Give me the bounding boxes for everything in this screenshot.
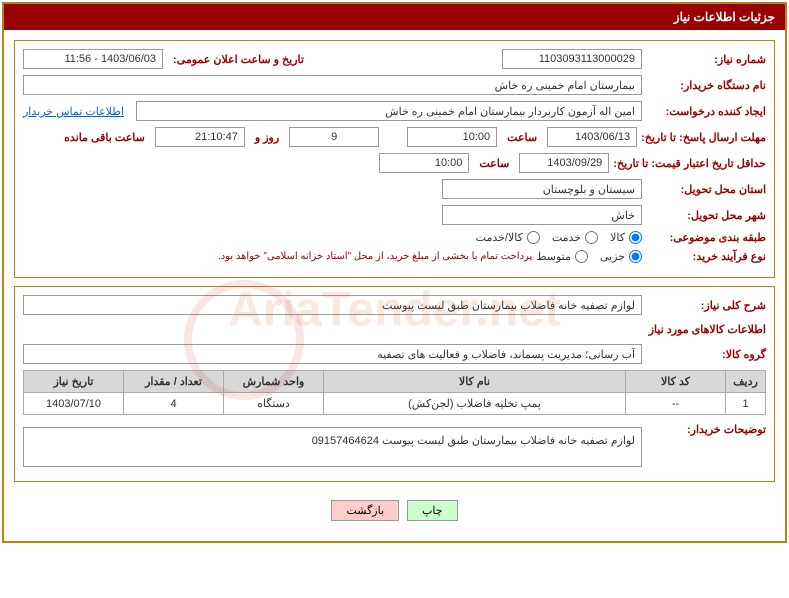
page-header: جزئیات اطلاعات نیاز [4,4,785,30]
deadline-label: مهلت ارسال پاسخ: تا تاریخ: [641,131,766,144]
th-unit: واحد شمارش [224,371,324,393]
radio-goods-input[interactable] [629,231,642,244]
th-row: ردیف [726,371,766,393]
cell-name: پمپ تخلیه فاضلاب (لجن‌کش) [324,393,626,415]
radio-service[interactable]: خدمت [552,231,598,244]
time-label-1: ساعت [507,131,537,144]
th-qty: تعداد / مقدار [124,371,224,393]
validity-time-field: 10:00 [379,153,469,173]
days-label: روز و [255,131,279,144]
th-date: تاریخ نیاز [24,371,124,393]
th-name: نام کالا [324,371,626,393]
page-title: جزئیات اطلاعات نیاز [674,10,775,24]
buyer-label: نام دستگاه خریدار: [646,79,766,92]
requester-field: امین اله آزمون کاربردار بیمارستان امام خ… [136,101,642,121]
time-label-2: ساعت [479,157,509,170]
cell-unit: دستگاه [224,393,324,415]
deadline-date-field: 1403/06/13 [547,127,637,147]
form-section: شماره نیاز: 1103093113000029 تاریخ و ساع… [14,40,775,278]
announce-field: 1403/06/03 - 11:56 [23,49,163,69]
cell-date: 1403/07/10 [24,393,124,415]
province-field: سیستان و بلوچستان [442,179,642,199]
buyer-notes-label: توضیحات خریدار: [646,423,766,436]
print-button[interactable]: چاپ [407,500,458,521]
contact-link[interactable]: اطلاعات تماس خریدار [23,105,124,118]
radio-medium-input[interactable] [575,250,588,263]
overview-label: شرح کلی نیاز: [646,299,766,312]
requester-label: ایجاد کننده درخواست: [646,105,766,118]
cell-row: 1 [726,393,766,415]
goods-table: ردیف کد کالا نام کالا واحد شمارش تعداد /… [23,370,766,415]
th-code: کد کالا [626,371,726,393]
validity-label: حداقل تاریخ اعتبار قیمت: تا تاریخ: [613,157,766,170]
goods-info-title: اطلاعات کالاهای مورد نیاز [23,323,766,336]
buyer-notes-field: لوازم تصفیه خانه فاضلاب بیمارستان طبق لی… [23,427,642,467]
group-field: آب رسانی؛ مدیریت پسماند، فاضلاب و فعالیت… [23,344,642,364]
cell-qty: 4 [124,393,224,415]
city-field: خاش [442,205,642,225]
details-section: شرح کلی نیاز: لوازم تصفیه خانه فاضلاب بی… [14,286,775,482]
deadline-time-field: 10:00 [407,127,497,147]
button-row: چاپ بازگشت [14,490,775,531]
countdown-field: 21:10:47 [155,127,245,147]
radio-goods[interactable]: کالا [610,231,642,244]
radio-medium[interactable]: متوسط [536,250,588,263]
category-radio-group: کالا خدمت کالا/خدمت [476,231,642,244]
need-no-field: 1103093113000029 [502,49,642,69]
overview-field: لوازم تصفیه خانه فاضلاب بیمارستان طبق لی… [23,295,642,315]
process-label: نوع فرآیند خرید: [646,250,766,263]
radio-service-input[interactable] [585,231,598,244]
remain-label: ساعت باقی مانده [64,131,145,144]
announce-label: تاریخ و ساعت اعلان عمومی: [173,53,304,66]
city-label: شهر محل تحویل: [646,209,766,222]
radio-partial-input[interactable] [629,250,642,263]
radio-both[interactable]: کالا/خدمت [476,231,540,244]
need-no-label: شماره نیاز: [646,53,766,66]
buyer-field: بیمارستان امام خمینی ره خاش [23,75,642,95]
radio-both-input[interactable] [527,231,540,244]
category-label: طبقه بندی موضوعی: [646,231,766,244]
back-button[interactable]: بازگشت [331,500,399,521]
group-label: گروه کالا: [646,348,766,361]
days-field: 9 [289,127,379,147]
province-label: استان محل تحویل: [646,183,766,196]
process-radio-group: جزیی متوسط [536,250,642,263]
validity-date-field: 1403/09/29 [519,153,609,173]
cell-code: -- [626,393,726,415]
process-note: پرداخت تمام یا بخشی از مبلغ خرید، از محل… [218,251,532,262]
radio-partial[interactable]: جزیی [600,250,642,263]
table-row: 1--پمپ تخلیه فاضلاب (لجن‌کش)دستگاه41403/… [24,393,766,415]
